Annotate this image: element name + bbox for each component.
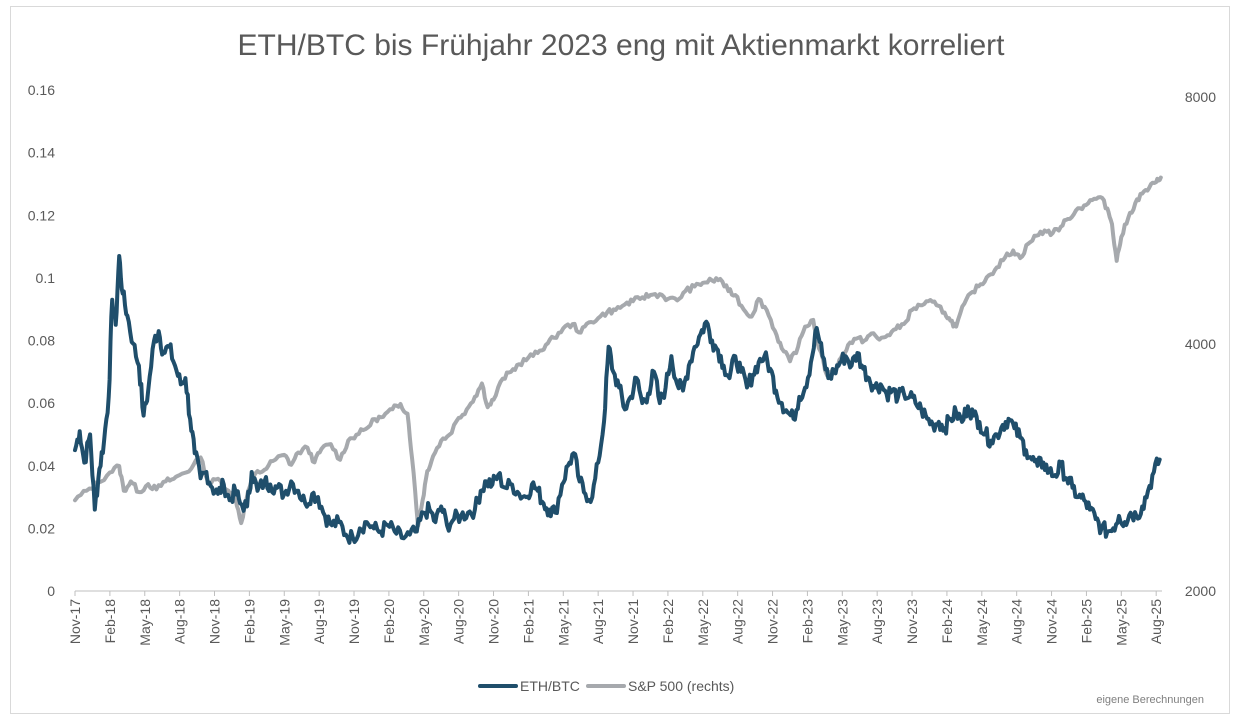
x-tick-label: Nov-20 <box>486 599 502 644</box>
x-tick-label: May-25 <box>1113 599 1129 646</box>
y-left-tick-label: 0.06 <box>28 395 55 411</box>
x-tick-label: Feb-24 <box>939 599 955 644</box>
x-tick-label: Feb-18 <box>102 599 118 644</box>
y-left-tick-label: 0.04 <box>28 458 55 474</box>
series-line-eth-btc <box>73 254 1162 545</box>
series-layer <box>73 175 1163 545</box>
x-tick-label: May-21 <box>555 599 571 646</box>
y-right-tick-label: 8000 <box>1185 89 1216 105</box>
x-tick-label: Aug-25 <box>1148 599 1164 644</box>
y-left-tick-label: 0 <box>47 583 55 599</box>
x-tick-label: Aug-23 <box>869 599 885 644</box>
chart-frame <box>10 6 1230 714</box>
y-right-tick-label: 4000 <box>1185 336 1216 352</box>
x-tick-label: Aug-22 <box>730 599 746 644</box>
x-tick-label: Feb-23 <box>799 599 815 644</box>
x-tick-label: Feb-21 <box>520 599 536 644</box>
x-tick-label: Feb-22 <box>660 599 676 644</box>
x-tick-label: May-20 <box>416 599 432 646</box>
x-tick-label: Nov-19 <box>346 599 362 644</box>
y-left-tick-label: 0.16 <box>28 82 55 98</box>
x-tick-label: May-23 <box>834 599 850 646</box>
legend-label-sp500: S&P 500 (rechts) <box>628 678 734 694</box>
x-tick-label: May-18 <box>137 599 153 646</box>
x-tick-label: Nov-24 <box>1044 599 1060 644</box>
x-tick-label: Aug-24 <box>1009 599 1025 644</box>
x-tick-label: Aug-20 <box>451 599 467 644</box>
x-tick-label: Feb-19 <box>241 599 257 644</box>
x-tick-label: Nov-21 <box>625 599 641 644</box>
x-tick-label: Feb-20 <box>381 599 397 644</box>
y-left-tick-label: 0.14 <box>28 145 55 161</box>
x-tick-label: Nov-23 <box>904 599 920 644</box>
y-left-tick-label: 0.02 <box>28 520 55 536</box>
y-left-tick-label: 0.08 <box>28 333 55 349</box>
legend: ETH/BTC S&P 500 (rechts) <box>478 678 734 694</box>
y-left-tick-label: 0.1 <box>36 270 56 286</box>
x-tick-label: Nov-22 <box>765 599 781 644</box>
x-tick-label: May-24 <box>974 599 990 646</box>
x-tick-label: Aug-19 <box>311 599 327 644</box>
x-tick-label: Aug-18 <box>172 599 188 644</box>
source-note: eigene Berechnungen <box>1096 694 1204 706</box>
series-line-sp500 <box>73 175 1163 528</box>
x-tick-label: Aug-21 <box>590 599 606 644</box>
x-tick-label: May-22 <box>695 599 711 646</box>
chart-title: ETH/BTC bis Frühjahr 2023 eng mit Aktien… <box>238 29 1006 62</box>
legend-label-eth-btc: ETH/BTC <box>520 678 580 694</box>
x-tick-label: Nov-17 <box>67 599 83 644</box>
x-tick-label: May-19 <box>276 599 292 646</box>
y-right-tick-label: 2000 <box>1185 583 1216 599</box>
x-tick-label: Feb-25 <box>1078 599 1094 644</box>
x-tick-label: Nov-18 <box>207 599 223 644</box>
y-left-tick-label: 0.12 <box>28 207 55 223</box>
axes-layer: 0 0.02 0.04 0.06 0.08 0.1 0.12 0.14 0.16 2000 4000… <box>28 82 1216 646</box>
